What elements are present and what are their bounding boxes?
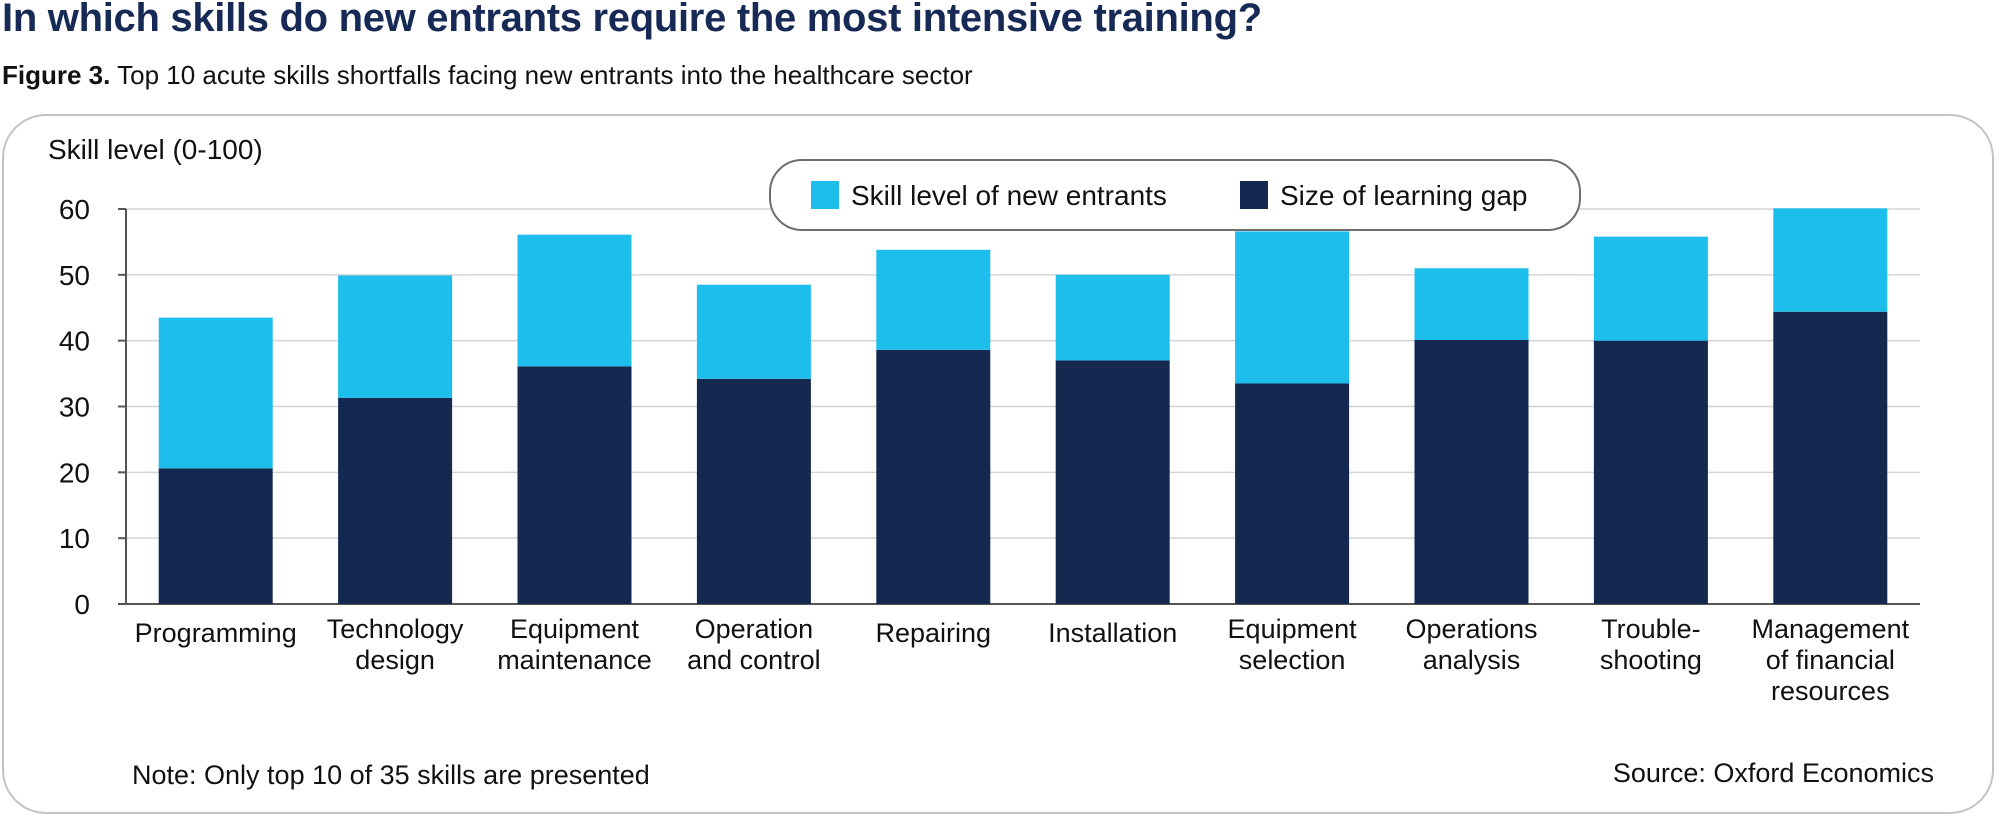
x-tick-label-line: selection	[1239, 645, 1346, 675]
x-tick-label: Technology design	[327, 614, 464, 675]
legend-box	[769, 159, 1581, 231]
x-tick-label-line: Management	[1751, 614, 1909, 644]
bar-learning-gap	[1055, 360, 1170, 604]
bar-entrant-skill	[1773, 208, 1888, 312]
bar-entrant-skill	[1235, 231, 1350, 384]
y-tick-label: 10	[59, 523, 90, 554]
x-tick-label-line: Technology	[327, 614, 464, 644]
bar-learning-gap	[517, 366, 632, 604]
y-tick-label: 0	[74, 589, 90, 620]
x-tick-label-line: and control	[687, 645, 821, 675]
bar-learning-gap	[696, 378, 811, 604]
figure-caption: Figure 3. Top 10 acute skills shortfalls…	[2, 60, 973, 91]
x-tick-label-line: resources	[1771, 676, 1890, 706]
bar-entrant-skill	[1414, 268, 1529, 341]
x-tick-label-line: shooting	[1600, 645, 1702, 675]
y-tick-label: 60	[59, 194, 90, 225]
chart-note: Note: Only top 10 of 35 skills are prese…	[132, 760, 650, 790]
legend-label: Size of learning gap	[1280, 180, 1528, 211]
bar-entrant-skill	[338, 275, 453, 398]
x-tick-label-line: Repairing	[876, 618, 992, 648]
bar-entrant-skill	[876, 249, 991, 350]
x-tick-label-line: Programming	[135, 618, 297, 648]
y-tick-label: 40	[59, 326, 90, 357]
bar-learning-gap	[1235, 383, 1350, 604]
bar-learning-gap	[1773, 311, 1888, 604]
legend-swatch-entrant-skill	[811, 181, 839, 209]
x-tick-label: Operation and control	[687, 614, 821, 675]
x-tick-label: Programming	[135, 618, 297, 648]
legend-swatch-learning-gap	[1240, 181, 1268, 209]
x-tick-label: Equipment selection	[1228, 614, 1358, 675]
figure-label: Figure 3.	[2, 60, 111, 90]
legend-label: Skill level of new entrants	[851, 180, 1167, 211]
y-tick-label: 30	[59, 392, 90, 423]
bar-learning-gap	[338, 397, 453, 604]
bar-learning-gap	[876, 349, 991, 604]
x-tick-label-line: Equipment	[1228, 614, 1358, 644]
x-tick-label-line: Operation	[695, 614, 814, 644]
x-tick-label: Installation	[1048, 618, 1177, 648]
x-tick-label: Management of financial resources	[1751, 614, 1909, 706]
bar-entrant-skill	[517, 234, 632, 367]
x-tick-label-line: maintenance	[497, 645, 652, 675]
chart-source: Source: Oxford Economics	[1612, 758, 1934, 788]
chart-panel	[2, 114, 1994, 814]
bar-entrant-skill	[1055, 274, 1170, 361]
bar-entrant-skill	[696, 284, 811, 379]
bar-learning-gap	[1593, 340, 1708, 604]
x-tick-label-line: Trouble-	[1601, 614, 1701, 644]
x-tick-label-line: Equipment	[510, 614, 640, 644]
y-tick-label: 50	[59, 260, 90, 291]
bar-entrant-skill	[158, 317, 273, 469]
page-title: In which skills do new entrants require …	[2, 0, 1262, 40]
bar-learning-gap	[158, 468, 273, 604]
bar-learning-gap	[1414, 340, 1529, 604]
x-tick-label-line: Operations	[1405, 614, 1537, 644]
figure-caption-text: Top 10 acute skills shortfalls facing ne…	[117, 60, 973, 90]
x-tick-label: Operations analysis	[1405, 614, 1537, 675]
y-axis-title: Skill level (0-100)	[48, 134, 263, 165]
x-tick-label-line: Installation	[1048, 618, 1177, 648]
x-tick-label-line: analysis	[1423, 645, 1521, 675]
x-tick-label: Equipment maintenance	[497, 614, 652, 675]
y-tick-label: 20	[59, 457, 90, 488]
x-tick-label-line: of financial	[1766, 645, 1895, 675]
bar-entrant-skill	[1593, 236, 1708, 341]
x-tick-label-line: design	[355, 645, 435, 675]
x-tick-label: Trouble-shooting	[1600, 614, 1702, 675]
x-tick-label: Repairing	[876, 618, 992, 648]
